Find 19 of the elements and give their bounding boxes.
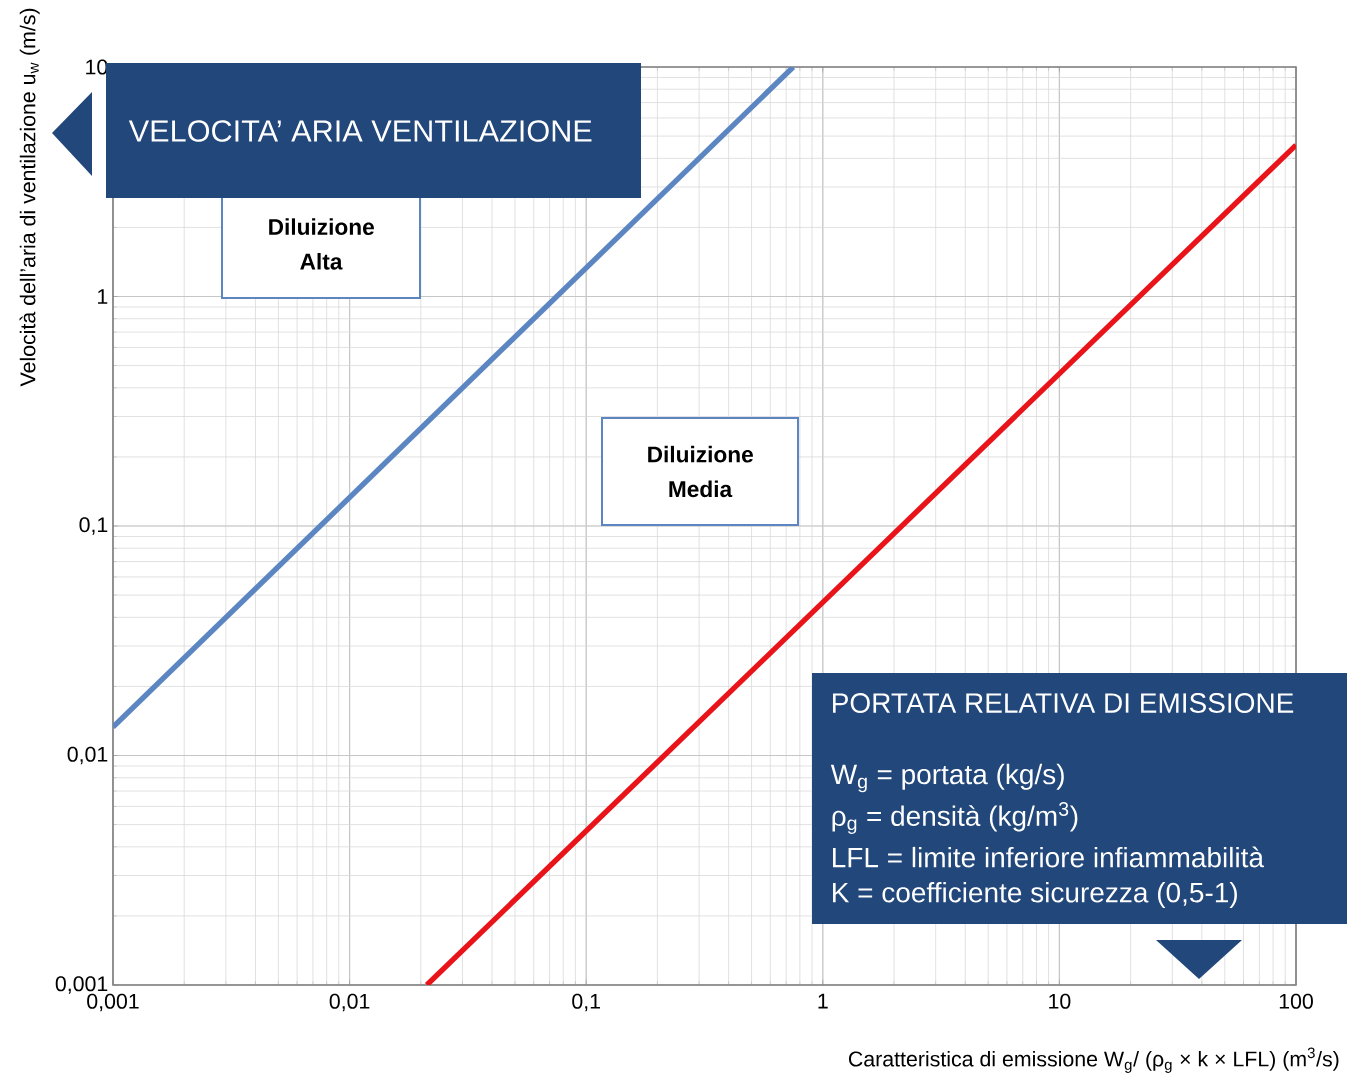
y-tick-label: 0,001 [55,976,108,994]
x-tick-label: 0,1 [572,993,600,1012]
y-axis-title: Velocità dell’aria di ventilazione u$_{w}$ (m/s) [19,8,40,387]
x-tick-label: 1 [818,993,828,1009]
annotation: Diluizione Alta [269,218,374,270]
annotation: K = coefficiente sicurezza (0,5-1) [833,881,1237,909]
annotation: LFL = limite inferiore infiammabilità [833,846,1265,868]
annotation: VELOCITA’ ARIA VENTILAZIONE [128,120,592,142]
x-axis-title: Caratteristica di emissione W$_{g}$/ (ρ$_{g}$ × k × LFL) (m$^{3}$/s) [848,1047,1339,1073]
annotation: PORTATA RELATIVA DI EMISSIONE [833,693,1294,713]
annotation: Diluizione Media [648,445,753,498]
annotation: ρ$_{g}$ = densità (kg/m$^{3}$) [832,802,1078,834]
x-tick-label: 0,01 [329,993,370,1012]
x-tick-label: 100 [1279,993,1313,1009]
y-tick-label: 0,1 [79,517,108,535]
y-tick-label: 1 [98,289,108,304]
annotation: W$_{g}$ = portata (kg/s) [830,763,1064,793]
y-tick-label: 0,01 [67,746,108,765]
x-tick-label: 10 [1049,993,1071,1009]
